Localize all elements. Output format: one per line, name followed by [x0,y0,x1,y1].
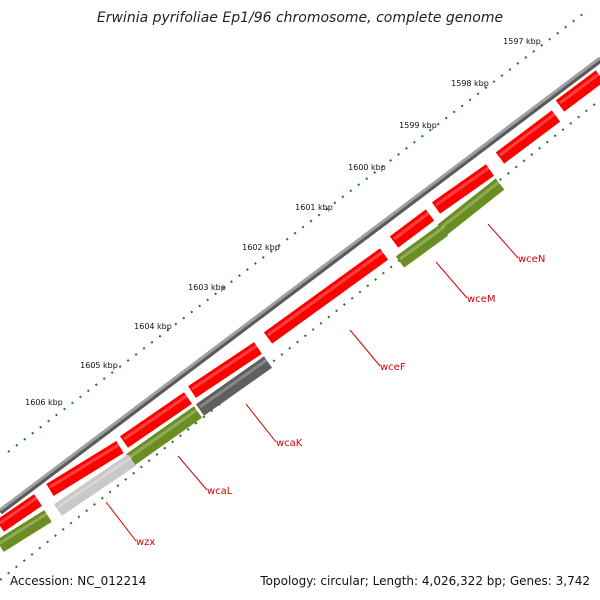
gene-arrow-dark [195,356,273,416]
gene-label: wceN [518,254,545,265]
gene-label: wceF [380,362,406,373]
gene-arrow-red-highlight [0,495,39,525]
gene-arrow-dark-highlight [199,357,269,409]
gene-arrow-red [0,494,42,532]
gene-label: wzx [136,537,155,548]
tick-label: 1606 kbp [25,398,63,407]
gene-arrow-red [46,441,124,496]
gene-label: wcaK [276,438,303,449]
gene-arrow-red [263,248,389,344]
gene-leader-line [245,403,277,443]
gene-leader-line [177,455,208,491]
gene-arrow-red [120,392,192,448]
tick-label: 1604 kbp [134,322,172,331]
gene-arrow-light [54,454,136,516]
tick-label: 1598 kbp [451,79,489,88]
tick-label: 1603 kbp [188,283,226,292]
gene-arrow-green [437,178,505,236]
inner-tick-track [0,99,600,581]
gene-arrow-green-highlight [0,511,49,545]
gene-arrow-red-highlight [499,111,557,157]
gene-arrow-red [389,209,435,248]
tick-label: 1600 kbp [348,163,386,172]
gene-leader-line [105,501,137,542]
tick-label: 1605 kbp [80,361,118,370]
gene-arrow-green-highlight [441,179,501,229]
gene-arrow-red [495,110,561,164]
gene-leader-line [435,261,468,299]
gene-arrow-green [0,510,52,552]
gene-arrow-light-highlight [57,455,133,509]
gene-label: wceM [467,294,495,305]
map-title: Erwinia pyrifoliae Ep1/96 chromosome, co… [96,10,504,26]
gene-arrow-green [395,224,449,268]
backbone [0,56,600,512]
gene-arrow-red [555,70,600,112]
gene-arrow-red-highlight [559,71,600,105]
gene-arrow-green [125,406,203,466]
outer-tick-track [7,9,589,453]
gene-arrow-red-highlight [267,249,385,337]
gene-arrow-red-highlight [393,210,431,241]
gene-arrow-red [431,164,495,214]
tick-label: 1601 kbp [295,203,333,212]
genome-summary-text: Topology: circular; Length: 4,026,322 bp… [260,574,590,588]
gene-arrow-red-highlight [435,165,491,207]
tick-label: 1602 kbp [242,243,280,252]
tick-label: 1599 kbp [399,121,437,130]
gene-label: wcaL [207,486,233,497]
gene-arrow-green-highlight [129,407,199,459]
gene-arrow-red [188,342,262,398]
backbone-shadow [0,57,600,515]
gene-leader-line [349,329,381,367]
gene-arrow-green-highlight [399,225,445,261]
gene-arrow-red-highlight [123,393,189,441]
gene-arrow-red-highlight [191,343,259,391]
tick-label: 1597 kbp [503,37,541,46]
accession-text: Accession: NC_012214 [10,574,147,588]
gene-leader-line [487,223,519,259]
gene-arrow-red-highlight [49,442,121,489]
